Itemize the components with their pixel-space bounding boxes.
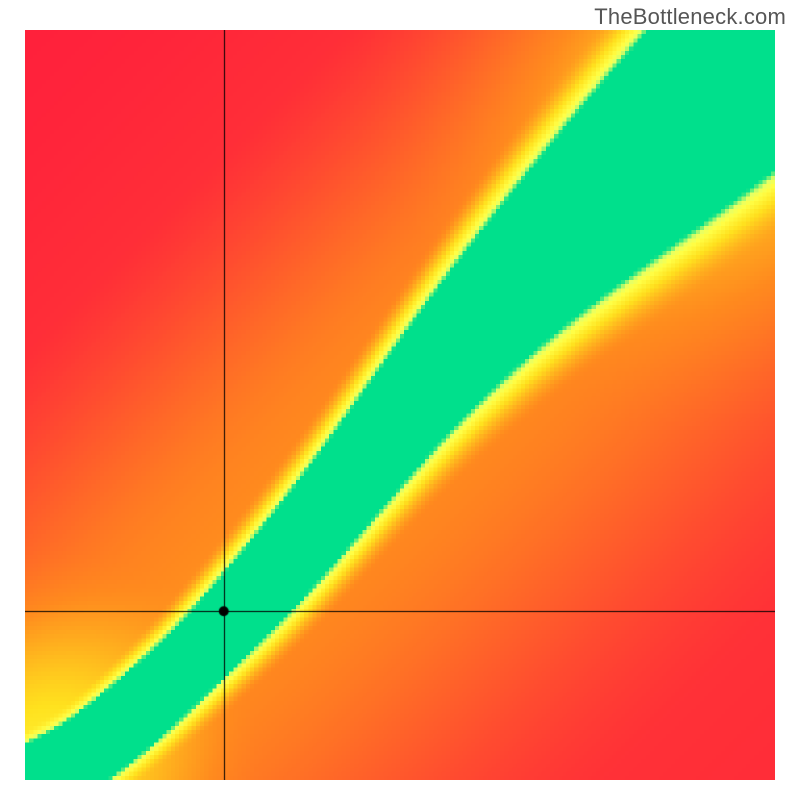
crosshair-overlay [25,30,775,780]
figure-root: TheBottleneck.com [0,0,800,800]
watermark-text: TheBottleneck.com [594,4,786,30]
